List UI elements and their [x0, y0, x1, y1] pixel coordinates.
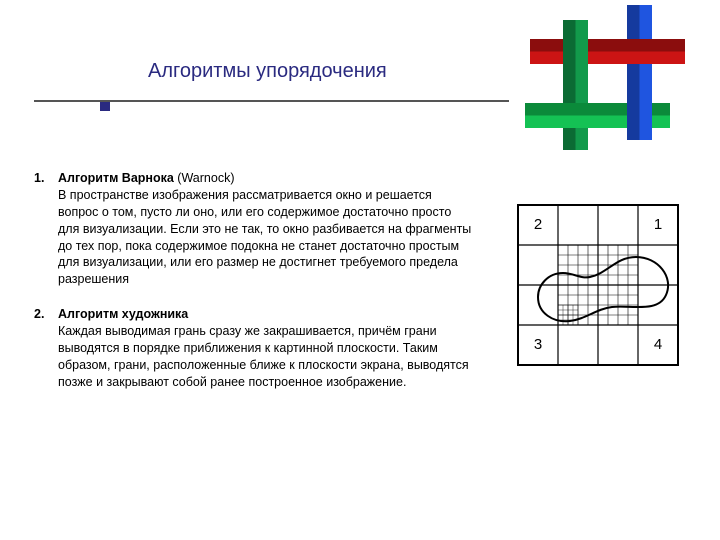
list-item: 1. Алгоритм Варнока (Warnock) В простран…	[34, 170, 474, 288]
item-rest: Каждая выводимая грань сразу же закрашив…	[58, 324, 469, 389]
svg-text:4: 4	[654, 336, 662, 353]
svg-text:1: 1	[654, 216, 662, 233]
hash-weave-figure	[525, 5, 685, 165]
svg-text:3: 3	[534, 336, 542, 353]
warnock-grid-figure: 2 1 3 4	[508, 195, 688, 375]
item-body: Алгоритм Варнока (Warnock) В пространств…	[58, 170, 474, 288]
title-underline	[34, 100, 509, 102]
svg-text:2: 2	[534, 216, 542, 233]
item-paren: (Warnock)	[174, 171, 235, 185]
item-lead: Алгоритм Варнока	[58, 171, 174, 185]
item-number: 2.	[34, 306, 58, 390]
slide-title: Алгоритмы упорядочения	[148, 60, 387, 83]
item-lead: Алгоритм художника	[58, 307, 188, 321]
title-bullet	[100, 101, 110, 111]
list-item: 2. Алгоритм художника Каждая выводимая г…	[34, 306, 474, 390]
item-rest: В пространстве изображения рассматривает…	[58, 188, 471, 286]
item-body: Алгоритм художника Каждая выводимая гран…	[58, 306, 474, 390]
slide-title-row: Алгоритмы упорядочения	[148, 60, 387, 83]
content-list: 1. Алгоритм Варнока (Warnock) В простран…	[34, 170, 474, 409]
item-number: 1.	[34, 170, 58, 288]
